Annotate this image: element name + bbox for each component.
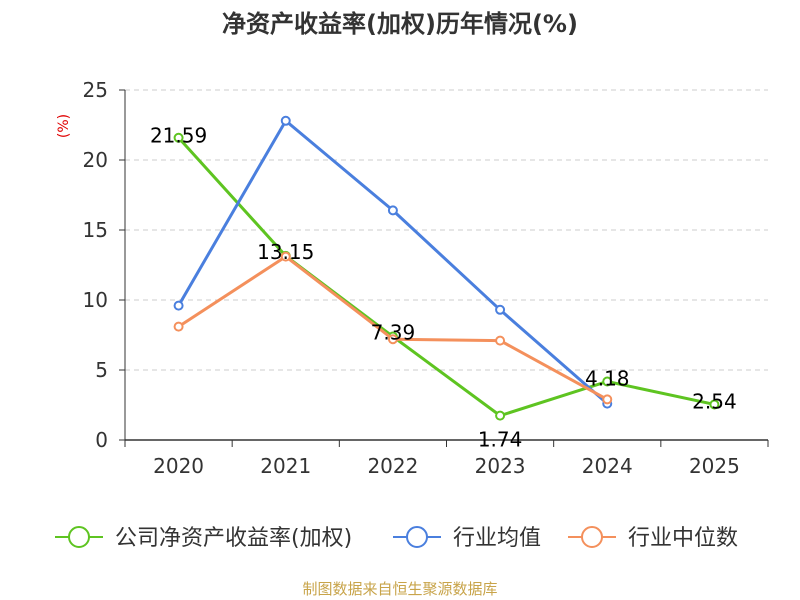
series-lines — [173, 115, 720, 421]
series-line — [177, 119, 609, 405]
data-label: 2.54 — [692, 389, 737, 413]
data-labels: 21.59 13.15 7.39 1.74 4.18 2.54 — [150, 124, 737, 452]
data-point — [602, 394, 613, 405]
y-tick-label: 15 — [83, 218, 108, 242]
data-label: 1.74 — [478, 428, 523, 452]
chart-title: 净资产收益率(加权)历年情况(%) — [222, 10, 578, 38]
legend-item[interactable]: 行业中位数 — [568, 526, 738, 551]
gridlines — [125, 89, 768, 371]
legend[interactable]: 公司净资产收益率(加权) 行业均值 行业中位数 — [55, 526, 738, 551]
y-tick-label: 0 — [95, 428, 108, 452]
legend-item[interactable]: 行业均值 — [393, 526, 541, 551]
data-point — [709, 399, 720, 410]
data-point — [495, 410, 506, 421]
data-label: 21.59 — [150, 124, 207, 148]
y-tick-label: 25 — [83, 78, 108, 102]
data-point — [495, 304, 506, 315]
legend-label: 公司净资产收益率(加权) — [115, 526, 352, 551]
x-tick-label: 2022 — [367, 454, 418, 478]
y-tick-label: 5 — [95, 358, 108, 382]
data-point — [495, 335, 506, 346]
data-point — [387, 205, 398, 216]
legend-marker — [406, 526, 428, 548]
y-tick-label: 10 — [83, 288, 108, 312]
data-label: 13.15 — [257, 240, 314, 264]
data-point — [387, 334, 398, 345]
legend-marker — [581, 526, 603, 548]
legend-marker — [68, 526, 90, 548]
x-tick-label: 2020 — [153, 454, 204, 478]
data-point — [602, 376, 613, 387]
legend-label: 行业均值 — [453, 526, 541, 551]
x-tick-label: 2025 — [689, 454, 740, 478]
legend-item[interactable]: 公司净资产收益率(加权) — [55, 526, 352, 551]
data-point — [173, 300, 184, 311]
x-tick-label: 2021 — [260, 454, 311, 478]
data-point — [280, 115, 291, 126]
y-tick-label: 20 — [83, 148, 108, 172]
x-tick-label: 2023 — [475, 454, 526, 478]
data-source-note: 制图数据来自恒生聚源数据库 — [302, 580, 497, 598]
series-line — [177, 136, 715, 418]
data-point — [173, 132, 184, 143]
data-point — [280, 251, 291, 262]
x-tick-label: 2024 — [582, 454, 633, 478]
y-axis-unit-label: (%) — [56, 114, 72, 138]
data-label: 7.39 — [371, 321, 416, 345]
data-point — [173, 321, 184, 332]
data-label: 4.18 — [585, 366, 630, 390]
legend-label: 行业中位数 — [628, 526, 738, 551]
